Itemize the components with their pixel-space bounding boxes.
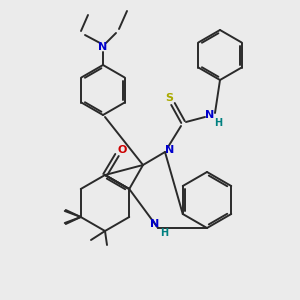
Text: N: N: [165, 145, 175, 155]
Text: S: S: [165, 93, 173, 103]
Text: N: N: [98, 42, 108, 52]
Text: O: O: [117, 145, 127, 155]
Text: H: H: [160, 228, 168, 238]
Text: N: N: [150, 219, 160, 229]
Text: N: N: [206, 110, 214, 120]
Text: H: H: [214, 118, 222, 128]
